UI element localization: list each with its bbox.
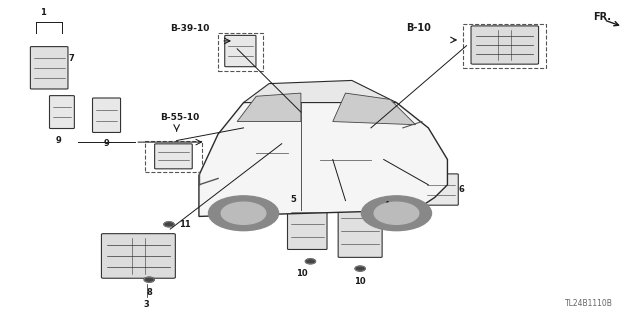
Text: 6: 6 [459,185,465,194]
Text: 9: 9 [104,139,109,148]
FancyBboxPatch shape [338,204,382,257]
Text: 10: 10 [296,269,308,278]
FancyBboxPatch shape [424,174,458,205]
Polygon shape [199,90,447,216]
FancyBboxPatch shape [287,199,327,249]
Circle shape [209,196,278,231]
Text: 5: 5 [290,195,296,204]
Text: 8: 8 [147,287,152,297]
FancyBboxPatch shape [155,144,192,169]
FancyBboxPatch shape [49,96,74,129]
Text: 10: 10 [355,277,366,286]
FancyBboxPatch shape [93,98,120,132]
FancyBboxPatch shape [101,234,175,278]
Circle shape [355,266,365,271]
Bar [218,33,262,71]
Text: 11: 11 [179,220,190,229]
Text: 7: 7 [68,54,74,63]
Circle shape [221,202,266,224]
Text: 9: 9 [56,136,61,145]
Text: B-55-10: B-55-10 [160,113,200,122]
FancyBboxPatch shape [471,26,539,64]
Circle shape [164,222,174,227]
Text: 1: 1 [40,8,45,17]
Polygon shape [244,80,396,103]
FancyBboxPatch shape [225,35,256,67]
Circle shape [362,196,431,231]
Polygon shape [333,93,415,125]
Text: B-10: B-10 [406,23,431,33]
Text: 4: 4 [384,201,390,210]
Bar [145,141,202,172]
Circle shape [305,259,316,264]
Bar [463,24,546,68]
FancyBboxPatch shape [30,47,68,89]
Text: FR.: FR. [593,12,611,22]
Text: B-39-10: B-39-10 [170,25,209,33]
Text: 3: 3 [144,300,150,309]
Text: TL24B1110B: TL24B1110B [565,299,613,308]
Circle shape [144,277,154,282]
Polygon shape [237,93,301,122]
Circle shape [374,202,419,224]
